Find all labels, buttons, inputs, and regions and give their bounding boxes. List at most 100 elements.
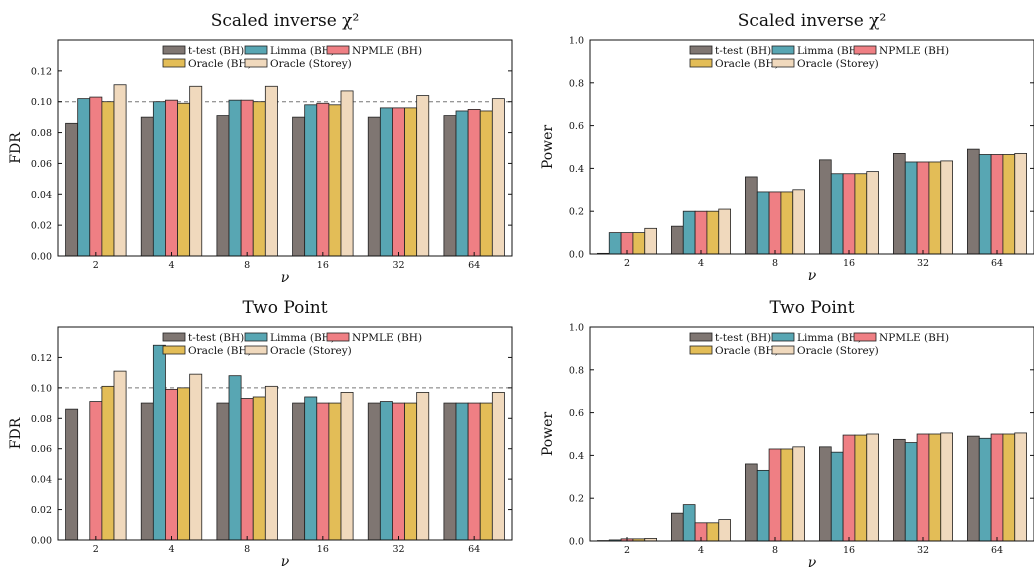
bar-limma-bh-4 (682, 210, 696, 255)
y-tick-label: 0.08 (31, 128, 52, 139)
bar-oracle-bh-8 (252, 396, 266, 541)
bar-oracle-bh-64 (1002, 154, 1016, 255)
bar-npmle-bh-4 (165, 388, 178, 541)
y-tick-label: 0.0 (569, 250, 584, 261)
x-tick-label: 64 (991, 545, 1003, 556)
bar-oracle-storey-32 (940, 432, 954, 542)
bar-oracle-storey-8 (264, 85, 278, 257)
bar-limma-bh-32 (379, 107, 393, 257)
legend-swatch (689, 345, 713, 355)
bar-oracle-bh-8 (780, 448, 794, 542)
bar-npmle-bh-32 (916, 161, 930, 255)
chart-power-scaled-inverse-chi2: Scaled inverse χ² 0.0 0.2 0.4 0.6 0.8 1.0 2 4 8 16… (517, 0, 1034, 286)
x-tick-label: 4 (168, 544, 174, 555)
x-tick-label: 2 (93, 260, 99, 271)
legend-swatch (689, 332, 713, 342)
legend-label: NPMLE (BH) (879, 45, 949, 57)
bar-oracle-bh-2 (632, 232, 646, 255)
bar-oracle-bh-8 (252, 101, 266, 257)
bar-oracle-storey-32 (416, 392, 430, 541)
y-tick-label: 0.0 (569, 537, 584, 548)
bar-t-test-bh-16 (292, 116, 306, 257)
bar-oracle-bh-16 (854, 434, 868, 542)
legend-label: Oracle (Storey) (270, 58, 352, 70)
chart-title: Two Point (242, 298, 327, 318)
y-tick-label: 0.12 (31, 353, 52, 364)
y-tick-label: 0.6 (569, 408, 584, 419)
bar-limma-bh-64 (978, 154, 992, 255)
bar-npmle-bh-2 (89, 96, 103, 257)
y-tick-label: 0.10 (31, 383, 52, 394)
legend-swatch (162, 45, 186, 55)
bar-oracle-storey-64 (491, 392, 505, 541)
bar-t-test-bh-16 (818, 446, 832, 542)
bar-limma-bh-16 (304, 104, 318, 257)
bar-oracle-bh-16 (854, 173, 868, 255)
y-tick-label: 0.4 (569, 451, 584, 462)
legend-swatch (326, 332, 350, 342)
bar-oracle-storey-64 (491, 98, 505, 257)
legend-label: NPMLE (BH) (352, 332, 422, 344)
legend-label: t-test (BH) (715, 332, 771, 344)
bar-t-test-bh-4 (140, 116, 154, 257)
bar-t-test-bh-16 (292, 402, 306, 541)
x-axis-label: ν (281, 554, 290, 567)
bar-limma-bh-32 (904, 161, 918, 255)
x-tick-label: 16 (843, 545, 855, 556)
x-tick-label: 2 (624, 545, 630, 556)
legend-label: Limma (BH) (270, 45, 335, 57)
x-tick-label: 16 (317, 544, 329, 555)
bar-npmle-bh-16 (842, 173, 856, 255)
bar-oracle-storey-4 (189, 373, 203, 541)
bar-limma-bh-4 (152, 344, 166, 541)
bar-limma-bh-8 (756, 191, 770, 255)
plot-frame (57, 326, 513, 541)
y-tick-label: 0.04 (31, 190, 52, 201)
legend-label: Oracle (Storey) (797, 58, 879, 70)
x-tick-label: 32 (392, 544, 404, 555)
legend-swatch (326, 45, 350, 55)
chart-svg: Scaled inverse χ² 0.0 0.2 0.4 0.6 0.8 1.0 2 4 8 16… (540, 11, 1034, 284)
bar-npmle-bh-64 (990, 433, 1004, 542)
bar-oracle-bh-32 (928, 433, 942, 542)
bar-npmle-bh-64 (990, 154, 1004, 255)
x-tick-label: 8 (772, 545, 778, 556)
y-axis-label: FDR (8, 417, 24, 449)
chart-title: Scaled inverse χ² (738, 11, 887, 31)
bar-t-test-bh-2 (65, 122, 79, 257)
bar-limma-bh-64 (455, 110, 469, 257)
bar-t-test-bh-32 (367, 116, 381, 257)
y-tick-label: 0.8 (569, 78, 584, 89)
bar-oracle-storey-4 (189, 85, 203, 257)
legend-swatch (244, 45, 268, 55)
y-tick-label: 0.00 (31, 252, 52, 263)
bar-limma-bh-8 (756, 469, 770, 542)
bar-t-test-bh-4 (670, 512, 684, 542)
legend-label: Limma (BH) (797, 332, 862, 344)
bar-limma-bh-32 (904, 442, 918, 542)
bar-oracle-bh-32 (404, 107, 418, 257)
legend-swatch (244, 345, 268, 355)
bar-oracle-bh-32 (404, 402, 418, 541)
legend: t-test (BH) Limma (BH) NPMLE (BH) Oracle (B… (689, 45, 949, 70)
legend-swatch (853, 45, 877, 55)
bar-t-test-bh-64 (966, 435, 980, 542)
chart-fdr-two-point: Two Point 0.00 0.02 0.04 0.06 0.08 0.10 0.12 2 4 8… (0, 286, 517, 567)
legend-swatch (689, 58, 713, 68)
x-tick-label: 64 (991, 258, 1003, 269)
chart-svg: Two Point 0.0 0.2 0.4 0.6 0.8 1.0 2 4 8 16 32 64 ν Pow… (540, 298, 1034, 567)
plot-frame (589, 39, 1034, 255)
bar-npmle-bh-4 (694, 210, 708, 255)
bar-oracle-bh-32 (928, 161, 942, 255)
legend-label: Oracle (BH) (188, 58, 252, 70)
bar-limma-bh-4 (152, 101, 166, 257)
bar-npmle-bh-8 (240, 99, 254, 257)
plot-frame (589, 326, 1034, 542)
bar-t-test-bh-32 (892, 153, 906, 255)
x-tick-label: 32 (917, 545, 929, 556)
bar-limma-bh-64 (978, 437, 992, 542)
bar-limma-bh-8 (228, 99, 242, 257)
bar-oracle-bh-16 (328, 402, 342, 541)
bar-t-test-bh-8 (216, 115, 230, 257)
